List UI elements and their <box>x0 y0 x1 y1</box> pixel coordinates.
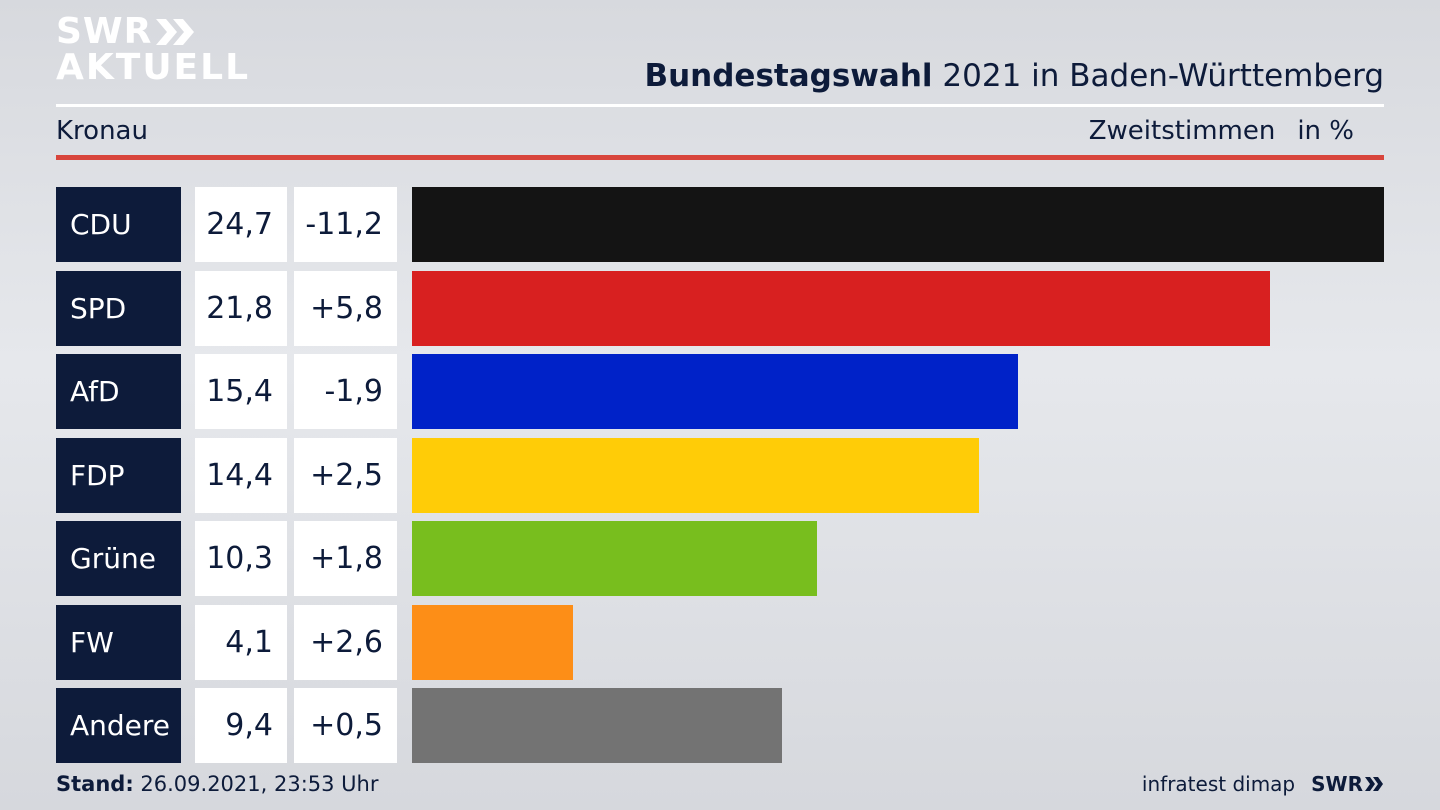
party-label: FW <box>56 605 181 680</box>
diff-label: +2,5 <box>294 438 397 513</box>
diff-label: +0,5 <box>294 688 397 763</box>
diff-label: +1,8 <box>294 521 397 596</box>
bar <box>412 438 979 513</box>
bar <box>412 354 1018 429</box>
location-label: Kronau <box>56 116 148 146</box>
accent-rule <box>56 155 1384 160</box>
stand-label: Stand: <box>56 772 134 796</box>
party-label: Grüne <box>56 521 181 596</box>
swr-aktuell-logo: SWR AKTUELL <box>56 14 250 86</box>
value-label: 24,7 <box>195 187 287 262</box>
header-divider <box>56 104 1384 107</box>
title-rest: 2021 in Baden-Württemberg <box>932 58 1384 94</box>
bar <box>412 187 1384 262</box>
value-label: 14,4 <box>195 438 287 513</box>
value-label: 10,3 <box>195 521 287 596</box>
value-label: 4,1 <box>195 605 287 680</box>
bar <box>412 688 782 763</box>
measure-label: Zweitstimmen in % <box>1089 116 1354 146</box>
bar <box>412 521 817 596</box>
stand-value: 26.09.2021, 23:53 Uhr <box>133 772 379 796</box>
value-label: 21,8 <box>195 271 287 346</box>
diff-label: +5,8 <box>294 271 397 346</box>
double-chevron-small-icon <box>1365 777 1383 791</box>
unit-text: in % <box>1297 116 1354 146</box>
logo-swr-text: SWR <box>56 11 153 52</box>
title-bold: Bundestagswahl <box>644 58 933 94</box>
diff-label: -1,9 <box>294 354 397 429</box>
party-label: CDU <box>56 187 181 262</box>
source-label: infratest dimap <box>1141 772 1296 796</box>
chart-title: Bundestagswahl 2021 in Baden-Württemberg <box>644 58 1384 94</box>
swr-footer-logo: SWR <box>1311 772 1384 796</box>
measure-text: Zweitstimmen <box>1088 116 1276 146</box>
diff-label: +2,6 <box>294 605 397 680</box>
timestamp: Stand: 26.09.2021, 23:53 Uhr <box>56 772 379 796</box>
value-label: 9,4 <box>195 688 287 763</box>
bar <box>412 271 1270 346</box>
value-label: 15,4 <box>195 354 287 429</box>
party-label: FDP <box>56 438 181 513</box>
double-chevron-icon <box>156 19 195 45</box>
party-label: Andere <box>56 688 181 763</box>
bar <box>412 605 573 680</box>
logo-aktuell-text: AKTUELL <box>56 47 251 88</box>
diff-label: -11,2 <box>294 187 397 262</box>
party-label: AfD <box>56 354 181 429</box>
swr-footer-text: SWR <box>1311 772 1363 796</box>
party-label: SPD <box>56 271 181 346</box>
source-credit: infratest dimap SWR <box>1142 772 1384 796</box>
